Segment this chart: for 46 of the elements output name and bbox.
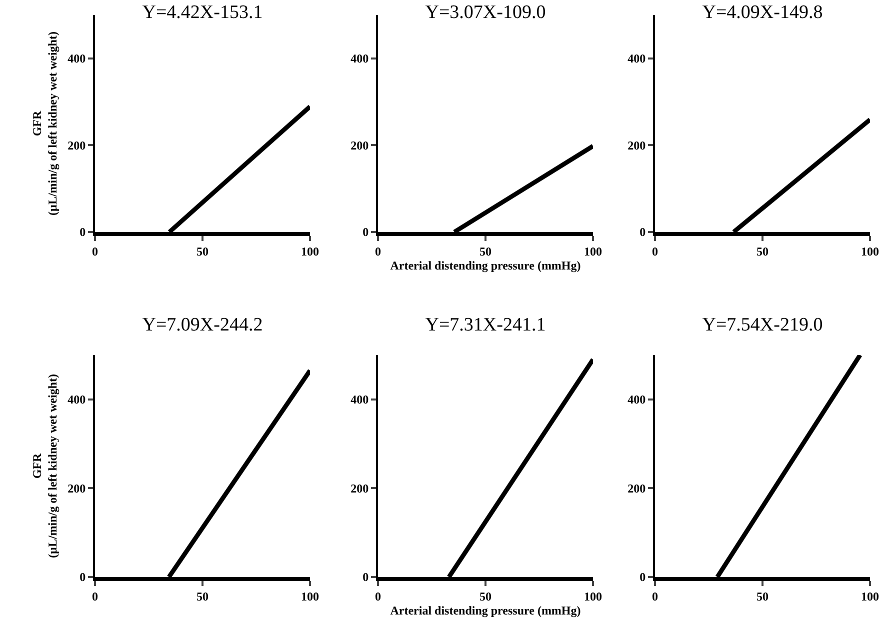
x-tick-label: 0 — [652, 589, 658, 604]
y-tick-label: 400 — [68, 392, 86, 407]
y-tick-label: 0 — [640, 570, 646, 584]
chart-title: Y=7.54X-219.0 — [702, 314, 823, 336]
y-tick-label: 200 — [628, 138, 646, 152]
x-tick-label: 100 — [584, 244, 602, 258]
y-tick-label: 400 — [350, 52, 369, 66]
y-tick-label: 400 — [350, 392, 369, 407]
x-axis-title: Arterial distending pressure (mmHg) — [390, 603, 581, 618]
y-axis-title: GFR (µL/min/g of left kidney wet weight) — [30, 374, 60, 558]
chart-title: Y=4.09X-149.8 — [702, 2, 823, 24]
y-tick-label: 400 — [628, 392, 646, 407]
y-tick-label: 0 — [362, 570, 369, 584]
x-tick-label: 100 — [861, 589, 879, 604]
x-tick-label: 50 — [480, 244, 492, 258]
x-tick-label: 100 — [584, 589, 602, 604]
x-tick-label: 0 — [92, 244, 98, 258]
y-tick-label: 0 — [80, 570, 86, 584]
y-axis-title: GFR (µL/min/g of left kidney wet weight) — [30, 32, 60, 216]
y-tick-label: 400 — [628, 52, 646, 66]
y-tick-label: 0 — [362, 225, 369, 240]
chart-title: Y=4.42X-153.1 — [142, 2, 263, 24]
y-tick-label: 0 — [80, 225, 86, 240]
y-tick-label: 0 — [640, 225, 646, 240]
y-tick-label: 200 — [68, 138, 86, 152]
y-tick-label: 200 — [68, 481, 86, 496]
y-tick-label: 400 — [68, 52, 86, 66]
x-tick-label: 50 — [480, 589, 492, 604]
x-tick-label: 50 — [756, 244, 768, 258]
x-tick-label: 50 — [196, 589, 208, 604]
y-tick-label: 200 — [628, 481, 646, 496]
x-tick-label: 100 — [301, 244, 319, 258]
x-tick-label: 0 — [375, 589, 381, 604]
x-axis-title: Arterial distending pressure (mmHg) — [390, 258, 581, 272]
x-tick-label: 0 — [92, 589, 98, 604]
chart-title: Y=3.07X-109.0 — [425, 2, 546, 24]
x-tick-label: 100 — [861, 244, 879, 258]
y-tick-label: 200 — [350, 138, 369, 152]
x-tick-label: 50 — [756, 589, 768, 604]
x-tick-label: 0 — [375, 244, 381, 258]
chart-title: Y=7.31X-241.1 — [425, 314, 546, 336]
y-tick-label: 200 — [350, 481, 369, 496]
x-tick-label: 50 — [196, 244, 208, 258]
chart-title: Y=7.09X-244.2 — [142, 314, 263, 336]
x-tick-label: 100 — [301, 589, 319, 604]
x-tick-label: 0 — [652, 244, 658, 258]
